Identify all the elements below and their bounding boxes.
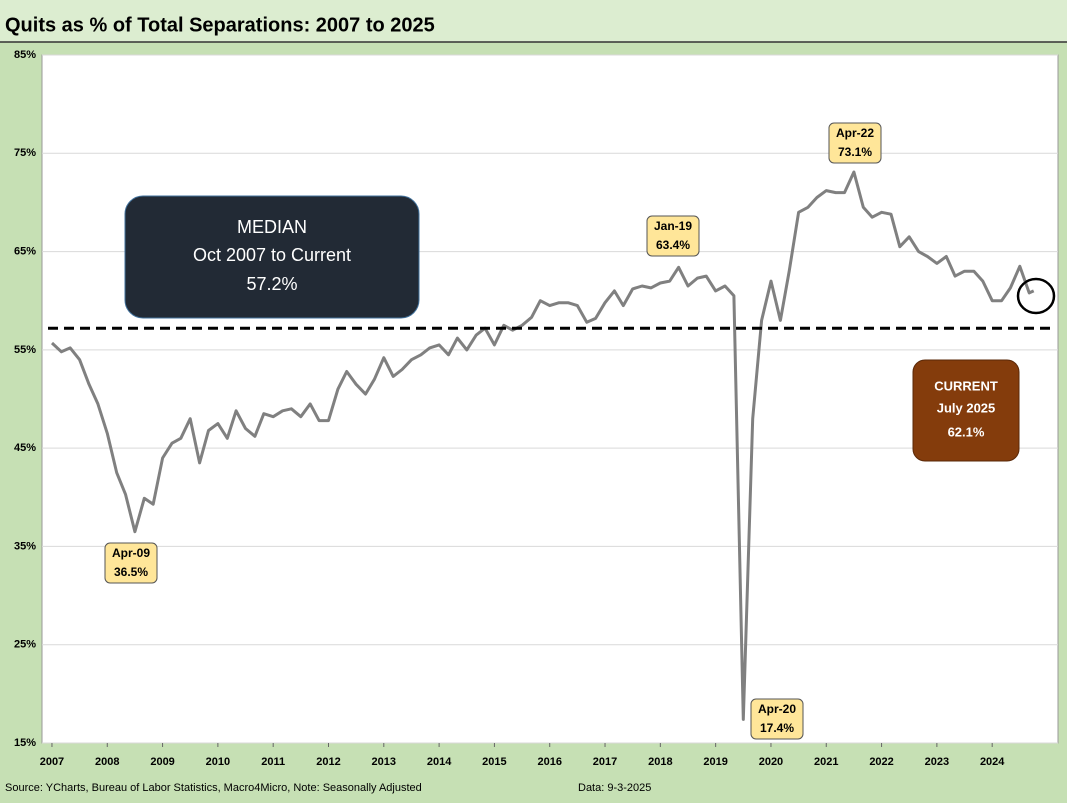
x-tick-label: 2010: [206, 756, 230, 768]
annotations: MEDIAN Oct 2007 to Current 57.2% CURRENT Jul…: [104, 122, 1020, 740]
y-tick-label: 15%: [14, 737, 36, 749]
callout-date: Apr-22: [836, 126, 874, 140]
y-tick-label: 25%: [14, 639, 36, 651]
callout-box: [104, 542, 158, 584]
callout-date: Jan-19: [654, 219, 692, 233]
median-box-text: MEDIAN: [237, 217, 307, 237]
x-tick-label: 2017: [593, 756, 617, 768]
title-band: [0, 0, 1067, 42]
x-tick-label: 2015: [482, 756, 506, 768]
callout-box: [750, 698, 804, 740]
y-tick-label: 55%: [14, 344, 36, 356]
x-tick-label: 2007: [40, 756, 64, 768]
data-date: Data: 9-3-2025: [578, 782, 651, 794]
y-tick-label: 75%: [14, 147, 36, 159]
x-tick-label: 2019: [703, 756, 727, 768]
source-note: Source: YCharts, Bureau of Labor Statist…: [5, 782, 422, 794]
y-tick-label: 35%: [14, 540, 36, 552]
series-line: [50, 170, 1035, 721]
x-tick-label: 2012: [316, 756, 340, 768]
callout-value: 36.5%: [114, 565, 148, 579]
current-box-text: July 2025: [937, 400, 996, 415]
median-box: [124, 195, 420, 319]
plot-area: [41, 54, 1059, 744]
callout-date: Apr-20: [758, 702, 796, 716]
x-tick-label: 2008: [95, 756, 119, 768]
x-tick-label: 2021: [814, 756, 838, 768]
y-tick-label: 65%: [14, 245, 36, 257]
x-tick-label: 2020: [759, 756, 783, 768]
x-tick-label: 2018: [648, 756, 672, 768]
x-tick-label: 2024: [980, 756, 1005, 768]
median-box-text: Oct 2007 to Current: [193, 245, 351, 265]
callout-box: [828, 122, 882, 164]
grid: [42, 54, 1058, 747]
median-box-text: 57.2%: [246, 274, 297, 294]
callout-value: 17.4%: [760, 721, 794, 735]
callout-value: 73.1%: [838, 145, 872, 159]
x-tick-label: 2013: [372, 756, 396, 768]
callout-date: Apr-09: [112, 546, 150, 560]
current-box-text: 62.1%: [948, 424, 985, 439]
x-tick-label: 2014: [427, 756, 452, 768]
current-box: [912, 359, 1020, 462]
x-tick-label: 2009: [150, 756, 174, 768]
x-tick-label: 2011: [261, 756, 285, 768]
current-circle: [1016, 277, 1056, 315]
x-tick-label: 2022: [869, 756, 893, 768]
current-box-text: CURRENT: [934, 378, 998, 393]
callout-value: 63.4%: [656, 238, 690, 252]
callout-box: [646, 215, 700, 257]
y-tick-label: 45%: [14, 442, 36, 454]
x-tick-label: 2016: [537, 756, 561, 768]
marks: [48, 170, 1052, 721]
chart-title: Quits as % of Total Separations: 2007 to…: [5, 14, 435, 36]
x-tick-label: 2023: [925, 756, 949, 768]
y-tick-label: 85%: [14, 49, 36, 61]
